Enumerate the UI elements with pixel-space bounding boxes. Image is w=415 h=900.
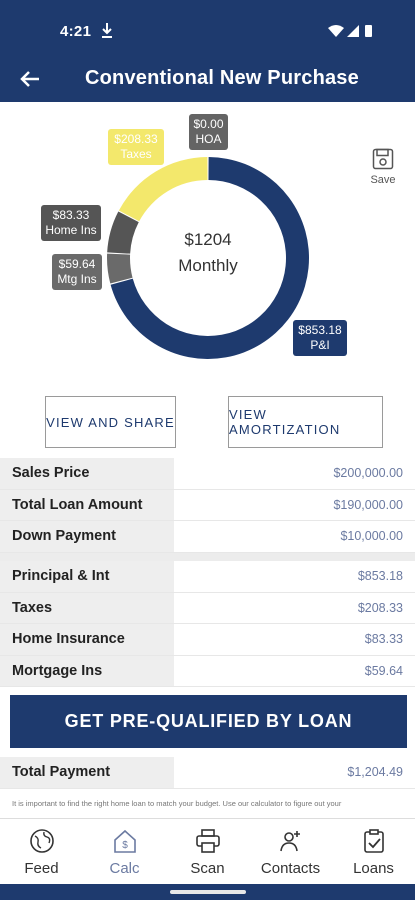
view-amortization-button[interactable]: VIEW AMORTIZATION: [228, 396, 383, 448]
signal-icon: [347, 25, 359, 37]
total-payment-row: Total Payment $1,204.49: [0, 757, 415, 789]
status-bar: 4:21: [0, 0, 415, 58]
row-value[interactable]: $200,000.00: [333, 466, 403, 481]
bottom-navigation: Feed $ Calc Scan Contacts Loans: [0, 818, 415, 884]
download-icon: [102, 23, 112, 38]
printer-icon: [195, 829, 220, 853]
payment-donut-chart: $0.00 HOA $208.33 Taxes $83.33 Home Ins $59…: [0, 102, 415, 382]
section-divider: [0, 553, 415, 561]
table-row: Sales Price $200,000.00: [0, 458, 415, 490]
page-title: Conventional New Purchase: [85, 67, 359, 89]
nav-label: Calc: [109, 860, 140, 877]
save-button[interactable]: Save: [366, 148, 400, 186]
monthly-total-value: $1204: [184, 230, 232, 249]
app-bar: Conventional New Purchase: [0, 58, 415, 102]
nav-item-contacts[interactable]: Contacts: [249, 819, 332, 884]
system-status-icons: [328, 25, 372, 37]
row-value: $1,204.49: [347, 765, 403, 780]
nav-label: Feed: [24, 860, 59, 877]
table-row: Down Payment $10,000.00: [0, 521, 415, 553]
row-value[interactable]: $208.33: [357, 600, 403, 615]
slice-label-taxes: $208.33 Taxes: [108, 129, 164, 165]
nav-label: Scan: [190, 860, 225, 877]
disclaimer-text: It is important to find the right home l…: [12, 799, 342, 808]
donut-slice-mtg-ins: [107, 253, 133, 284]
battery-icon: [365, 25, 372, 37]
row-label: Mortgage Ins: [0, 655, 174, 686]
row-value[interactable]: $59.64: [364, 663, 403, 678]
slice-label-home-ins: $83.33 Home Ins: [41, 205, 101, 241]
row-value[interactable]: $190,000.00: [333, 497, 403, 512]
row-label: Total Payment: [0, 757, 174, 788]
monthly-total-label: Monthly: [178, 256, 238, 275]
row-label: Down Payment: [0, 521, 174, 552]
calculator-home-icon: $: [113, 829, 136, 853]
table-row: Total Loan Amount $190,000.00: [0, 489, 415, 521]
nav-item-calc[interactable]: $ Calc: [83, 819, 166, 884]
donut-slice-home-ins: [107, 211, 139, 254]
row-label: Principal & Int: [0, 561, 174, 592]
home-gesture-pill[interactable]: [170, 890, 246, 894]
payment-breakdown-table: Principal & Int $853.18 Taxes $208.33 Ho…: [0, 561, 415, 687]
table-row: Principal & Int $853.18: [0, 561, 415, 593]
nav-item-feed[interactable]: Feed: [0, 819, 83, 884]
floppy-disk-icon: [372, 148, 394, 170]
slice-label-mtg-ins: $59.64 Mtg Ins: [52, 254, 102, 290]
row-label: Taxes: [0, 592, 174, 623]
row-label: Sales Price: [0, 458, 174, 489]
globe-icon: [29, 829, 54, 853]
slice-label-hoa: $0.00 HOA: [189, 114, 228, 150]
row-value[interactable]: $10,000.00: [340, 529, 403, 544]
row-value: $853.18: [357, 569, 403, 584]
table-row: Taxes $208.33: [0, 592, 415, 624]
system-home-bar: [0, 884, 415, 900]
contacts-icon: [279, 831, 300, 852]
table-row: Home Insurance $83.33: [0, 624, 415, 656]
row-label: Total Loan Amount: [0, 489, 174, 520]
row-label: Home Insurance: [0, 624, 174, 655]
save-label: Save: [370, 174, 396, 186]
svg-text:$: $: [122, 840, 128, 851]
wifi-icon: [328, 25, 344, 37]
nav-label: Contacts: [260, 860, 321, 877]
loan-summary-table: Sales Price $200,000.00 Total Loan Amoun…: [0, 458, 415, 553]
donut-svg: [107, 157, 309, 359]
table-row: Mortgage Ins $59.64: [0, 655, 415, 687]
clipboard-check-icon: [363, 829, 384, 853]
nav-item-scan[interactable]: Scan: [166, 819, 249, 884]
table-row: Total Payment $1,204.49: [0, 757, 415, 789]
nav-item-loans[interactable]: Loans: [332, 819, 415, 884]
nav-label: Loans: [353, 860, 394, 877]
slice-label-pi: $853.18 P&I: [293, 320, 347, 356]
view-and-share-button[interactable]: VIEW AND SHARE: [45, 396, 176, 448]
status-time: 4:21: [60, 23, 92, 40]
get-pre-qualified-button[interactable]: GET PRE-QUALIFIED BY LOAN: [10, 695, 407, 748]
row-value[interactable]: $83.33: [364, 632, 403, 647]
donut-slice-taxes: [118, 157, 208, 222]
back-arrow-icon[interactable]: [18, 67, 42, 91]
